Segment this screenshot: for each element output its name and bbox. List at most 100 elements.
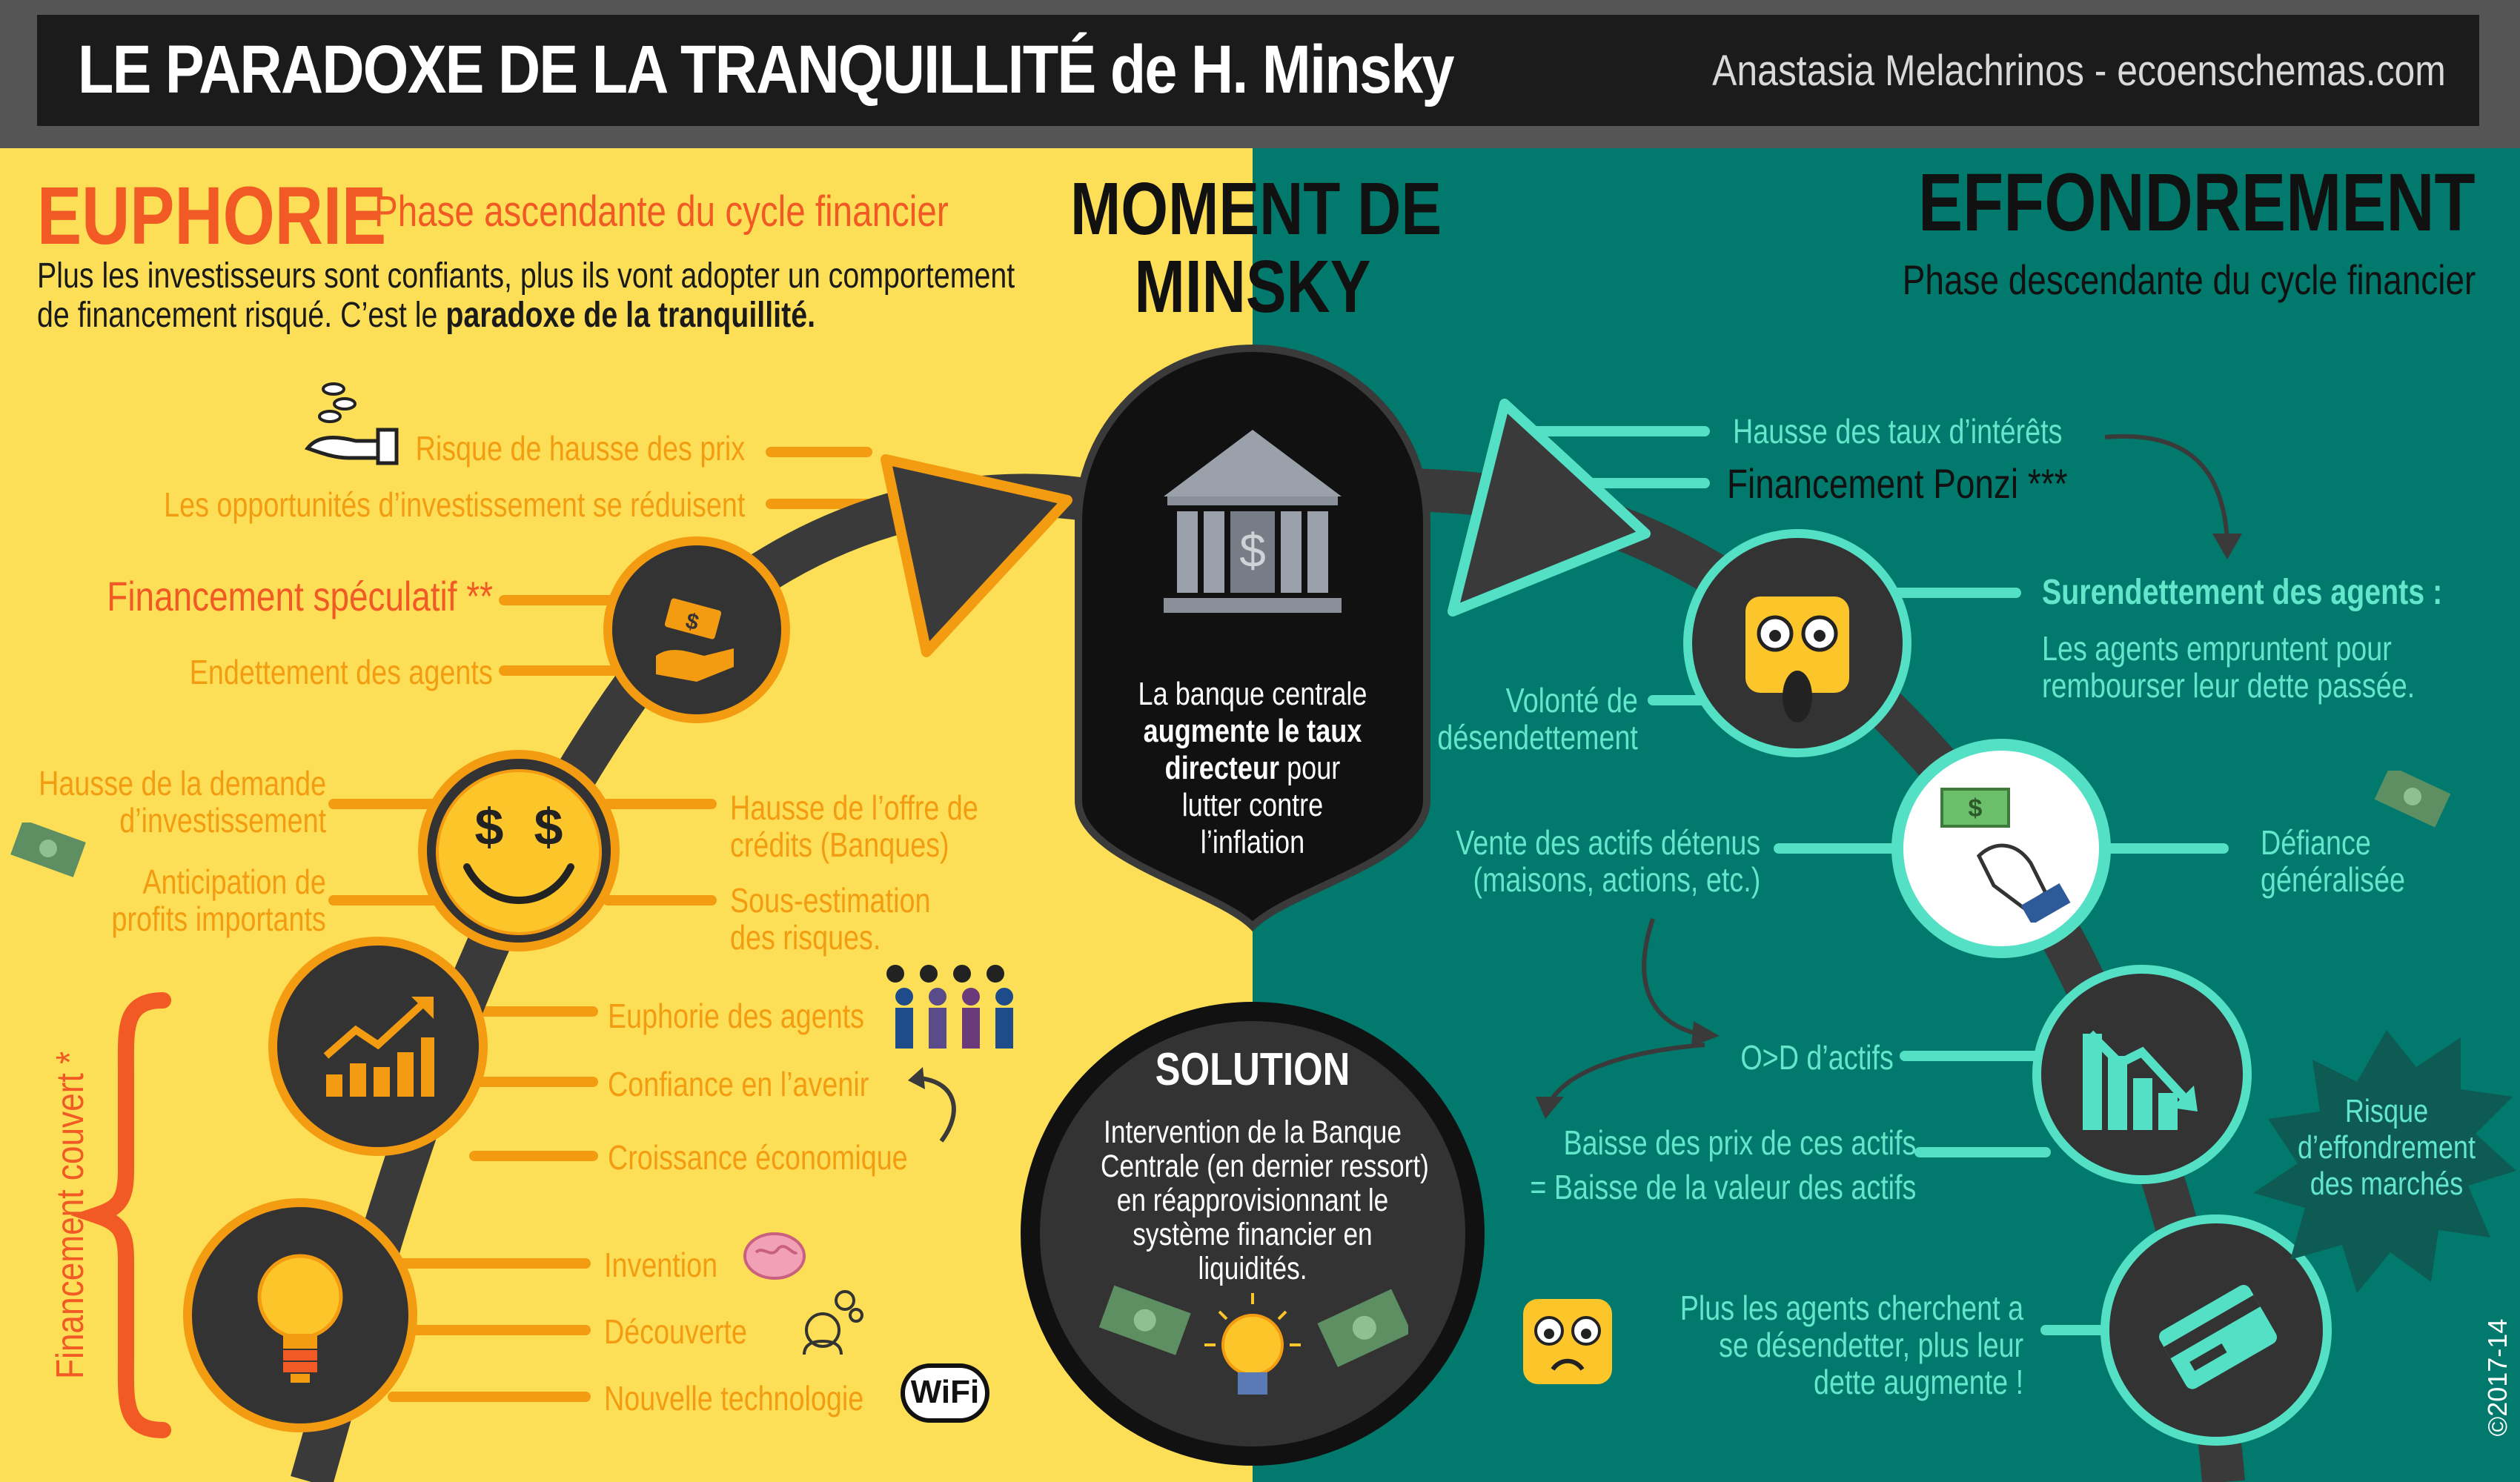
defiance-line-2: généralisée (2261, 860, 2406, 899)
label-defiance: Défiance généralisée (2261, 824, 2405, 898)
wifi-badge: WiFi (901, 1363, 989, 1423)
svg-text:$: $ (1239, 524, 1266, 577)
solution-text: Intervention de la Banque Centrale (en d… (1101, 1114, 1429, 1286)
baisse-line-1: Baisse des prix de ces actifs (1563, 1123, 1916, 1162)
label-sous-estimation: Sous-estimation des risques. (730, 882, 930, 956)
label-hausse-demande: Hausse de la demande d’investissement (39, 765, 326, 839)
label-invention: Invention (604, 1246, 718, 1284)
label-financement-speculatif: Financement spéculatif ** (107, 573, 493, 619)
label-opportunites: Les opportunités d’investissement se réd… (163, 485, 745, 524)
sous-estimation-line-1: Sous-estimation (730, 881, 931, 920)
bank-icon: $ (1164, 430, 1342, 613)
risque-line-3: des marchés (2310, 1166, 2464, 1202)
author-credit: Anastasia Melachrinos - ecoenschemas.com (1712, 47, 2446, 95)
growth-chart-icon (323, 997, 434, 1097)
central-bank-line-1: La banque centrale (1138, 676, 1367, 712)
label-baisse: Baisse des prix de ces actifs = Baisse d… (1530, 1120, 1916, 1209)
surendettement-desc-line-1: Les agents empruntent pour (2042, 629, 2392, 668)
lightbulb-icon (257, 1254, 343, 1383)
anticipation-line-1: Anticipation de (142, 863, 326, 901)
money-hand-icon: $ (656, 598, 734, 682)
solution-icons (1098, 1285, 1408, 1395)
label-vente: Vente des actifs détenus (maisons, actio… (1456, 824, 1760, 898)
shocked-face-icon (1745, 597, 1849, 722)
starburst-shape (2253, 1030, 2516, 1293)
euphorie-subtitle: Phase ascendante du cycle financier (374, 187, 949, 236)
label-surendettement-desc: Les agents empruntent pour rembourser le… (2042, 630, 2415, 704)
falling-chart-icon (2083, 1030, 2198, 1130)
plus-line-2: se désendetter, plus leur (1719, 1326, 2023, 1364)
solution-heading: SOLUTION (1155, 1044, 1350, 1095)
offre-credits-line-1: Hausse de l’offre de (730, 788, 978, 827)
hausse-demande-line-2: d’investissement (119, 801, 327, 840)
svg-text:$: $ (1969, 794, 1983, 823)
label-surendettement: Surendettement des agents : (2042, 573, 2443, 612)
solution-line-5: liquidités. (1198, 1251, 1307, 1286)
hausse-demande-line-1: Hausse de la demande (39, 764, 326, 803)
label-financement-couvert: Financement couvert * (49, 1051, 92, 1379)
sous-estimation-line-2: des risques. (730, 918, 881, 957)
label-croissance: Croissance économique (608, 1138, 908, 1177)
central-bank-text: La banque centrale augmente le taux dire… (1131, 676, 1374, 861)
plus-line-3: dette augmente ! (1813, 1363, 2023, 1401)
baisse-line-2: = Baisse de la valeur des actifs (1529, 1168, 1916, 1206)
effondrement-heading: EFFONDREMENT (1918, 157, 2476, 248)
solution-line-4: système financier en (1133, 1217, 1373, 1252)
volonte-line-2: désendettement (1437, 718, 1638, 757)
label-hausse-taux: Hausse des taux d’intérêts (1733, 412, 2063, 451)
intro-emphasis: paradoxe de la tranquillité. (445, 296, 816, 335)
central-bank-line-5: l’inflation (1200, 824, 1305, 860)
anticipation-line-2: profits importants (111, 900, 326, 938)
coin-hand-icon (304, 382, 399, 465)
label-endettement: Endettement des agents (190, 653, 493, 691)
label-od: O>D d’actifs (1740, 1038, 1894, 1077)
label-volonte: Volonté de désendettement (1437, 682, 1638, 756)
moment-line-2: MINSKY (1134, 245, 1371, 328)
credit-card-icon (2159, 1285, 2277, 1389)
svg-text:$: $ (475, 798, 504, 856)
label-ponzi: Financement Ponzi *** (1727, 460, 2068, 507)
surendettement-desc-line-2: rembourser leur dette passée. (2042, 666, 2415, 705)
effondrement-subtitle: Phase descendante du cycle financier (1902, 256, 2476, 303)
gears-head-icon (803, 1290, 863, 1355)
euphorie-intro-2: de financement risqué. C’est le paradoxe… (37, 295, 815, 336)
label-euphorie-agents: Euphorie des agents (608, 997, 865, 1035)
label-confiance: Confiance en l’avenir (608, 1065, 869, 1103)
label-technologie: Nouvelle technologie (604, 1379, 864, 1418)
plus-line-1: Plus les agents cherchent a (1680, 1289, 2023, 1327)
smiley-dollar-eyes-icon: $ $ (436, 769, 602, 935)
euphorie-heading: EUPHORIE (37, 170, 387, 262)
label-risque-prix: Risque de hausse des prix (415, 429, 745, 468)
banknote-icon-right (2374, 771, 2451, 828)
vente-line-1: Vente des actifs détenus (1455, 823, 1760, 862)
svg-text:$: $ (534, 798, 563, 856)
central-bank-line-4: lutter contre (1181, 787, 1324, 823)
worried-face-icon (1523, 1299, 1612, 1384)
risque-line-2: d’effondrement (2297, 1129, 2476, 1166)
offre-credits-line-2: crédits (Banques) (730, 825, 949, 864)
vente-line-2: (maisons, actions, etc.) (1473, 860, 1760, 899)
central-bank-emphasis: directeur (1164, 750, 1280, 786)
page-title: LE PARADOXE DE LA TRANQUILLITÉ de H. Min… (78, 32, 1455, 107)
label-risque-marches: Risque d’effondrement des marchés (2295, 1093, 2478, 1202)
central-bank-panel (1075, 344, 1430, 932)
solution-line-2: Centrale (en dernier ressort) (1101, 1149, 1429, 1184)
central-bank-line-2: augmente le taux (1143, 713, 1362, 749)
moment-line-1: MOMENT DE (1070, 167, 1442, 250)
label-anticipation: Anticipation de profits importants (112, 863, 326, 937)
down-arrowhead (1448, 399, 1651, 617)
solution-line-3: en réapprovisionnant le (1116, 1183, 1389, 1218)
banknote-icon (10, 823, 86, 877)
risque-line-1: Risque (2344, 1093, 2429, 1129)
label-decouverte: Découverte (604, 1312, 747, 1351)
volonte-line-1: Volonté de (1505, 681, 1638, 720)
central-bank-line-3-rest: pour (1279, 750, 1341, 786)
copyright: ©2017-14 (2482, 1318, 2513, 1437)
people-money-icon (886, 965, 1013, 1049)
title-bar: LE PARADOXE DE LA TRANQUILLITÉ de H. Min… (37, 15, 2479, 126)
moment-heading: MOMENT DE MINSKY (1070, 167, 1442, 328)
solution-line-1: Intervention de la Banque (1104, 1114, 1402, 1150)
label-offre-credits: Hausse de l’offre de crédits (Banques) (730, 789, 978, 863)
